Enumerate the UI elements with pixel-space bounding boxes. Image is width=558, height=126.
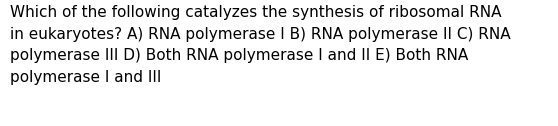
Text: Which of the following catalyzes the synthesis of ribosomal RNA
in eukaryotes? A: Which of the following catalyzes the syn…: [10, 5, 511, 85]
